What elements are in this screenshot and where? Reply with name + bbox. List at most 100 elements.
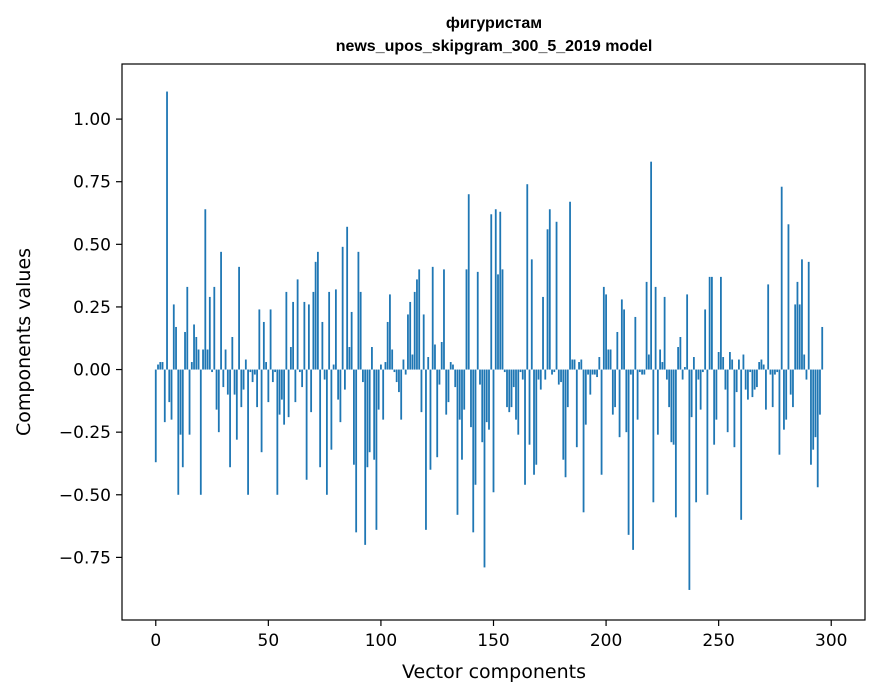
bar — [571, 359, 574, 370]
bar — [692, 357, 695, 370]
bar — [307, 304, 310, 370]
bar — [602, 286, 605, 370]
bar — [575, 369, 578, 448]
bar — [645, 281, 648, 370]
bar — [726, 369, 729, 433]
bar — [163, 369, 166, 423]
bar — [636, 369, 639, 420]
bar — [389, 294, 391, 370]
bar — [724, 369, 727, 390]
bar — [244, 359, 247, 370]
bar — [508, 369, 511, 413]
bar — [569, 201, 571, 370]
bar — [735, 369, 738, 393]
bar — [305, 369, 308, 480]
bar — [729, 352, 731, 370]
bar — [526, 184, 529, 370]
bar — [294, 369, 297, 403]
bar — [738, 359, 740, 370]
bar — [454, 369, 457, 388]
bar — [492, 369, 495, 493]
bar — [611, 369, 614, 415]
bar — [206, 349, 209, 370]
bar — [350, 311, 353, 370]
chart-subtitle: news_upos_skipgram_300_5_2019 model — [336, 38, 653, 55]
bar — [202, 349, 204, 370]
bar — [476, 271, 479, 370]
bar — [638, 369, 641, 373]
bar — [380, 364, 382, 370]
bar — [265, 362, 267, 370]
bar — [683, 367, 686, 370]
bar — [474, 369, 477, 485]
bar — [161, 362, 164, 370]
y-tick-label: 0.50 — [73, 235, 111, 255]
bar — [384, 362, 387, 370]
bar — [776, 369, 779, 373]
bar — [242, 369, 245, 390]
bar — [298, 369, 301, 373]
bar — [269, 309, 272, 370]
x-tick-label: 200 — [590, 631, 622, 651]
bar — [515, 369, 517, 420]
bar — [647, 354, 650, 370]
bar — [807, 261, 810, 370]
bar — [688, 369, 691, 590]
bar — [566, 369, 569, 408]
bar — [578, 362, 580, 370]
y-tick-label: −0.25 — [59, 423, 111, 443]
bar — [663, 296, 666, 370]
bar — [377, 369, 380, 410]
bar — [762, 364, 765, 370]
bar — [467, 194, 470, 370]
y-tick-label: −0.50 — [59, 486, 111, 506]
bar — [816, 369, 819, 488]
bar — [330, 369, 333, 450]
bar — [197, 349, 200, 370]
bar — [443, 269, 445, 370]
bar — [564, 369, 567, 478]
bar — [395, 369, 398, 383]
bar — [674, 369, 677, 518]
bar — [168, 369, 171, 403]
bar — [188, 369, 191, 435]
bar — [780, 186, 783, 370]
bar — [418, 269, 421, 370]
bar — [328, 291, 331, 370]
bar — [785, 369, 788, 420]
bar — [506, 369, 508, 408]
bar — [458, 369, 461, 420]
bar — [271, 369, 274, 383]
bar — [341, 246, 344, 370]
bar — [413, 291, 416, 370]
bar — [623, 309, 625, 370]
bar — [217, 369, 220, 433]
y-tick-label: −0.75 — [59, 548, 111, 568]
bar — [420, 369, 423, 413]
bar — [470, 369, 472, 428]
bar — [787, 224, 790, 370]
plot-frame — [121, 63, 866, 621]
bar — [195, 336, 198, 370]
bar — [562, 369, 565, 460]
bar — [720, 276, 722, 370]
bar — [325, 369, 328, 495]
bar — [154, 369, 157, 463]
bar — [287, 369, 290, 418]
bar — [456, 369, 459, 515]
bar — [789, 369, 792, 395]
bar — [166, 91, 168, 370]
bar — [542, 296, 544, 370]
bar — [699, 369, 702, 410]
bar — [607, 349, 610, 370]
bar — [488, 369, 490, 430]
bar — [681, 369, 684, 380]
bar — [778, 369, 781, 455]
bar — [584, 369, 587, 425]
bar — [339, 369, 342, 423]
bar — [285, 291, 288, 370]
bar — [283, 369, 286, 425]
bar — [609, 349, 612, 370]
bar — [690, 369, 693, 418]
bar — [801, 259, 803, 370]
